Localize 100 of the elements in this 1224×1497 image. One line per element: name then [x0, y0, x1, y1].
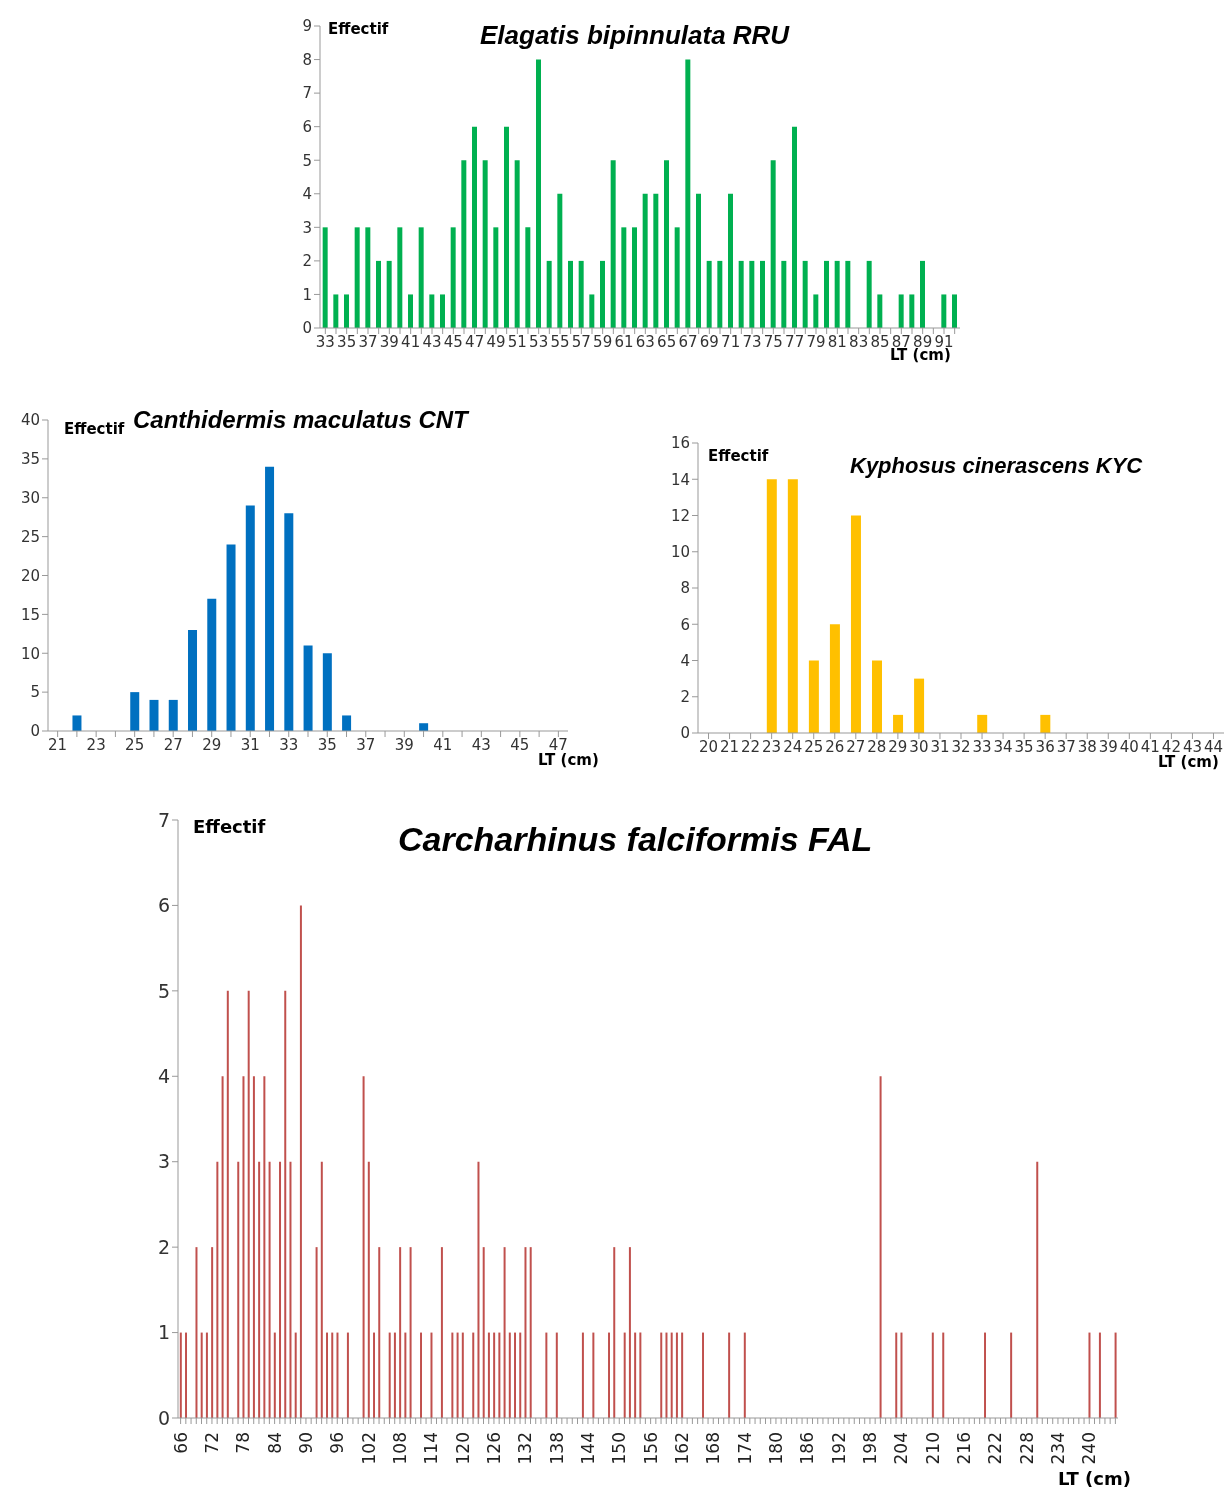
bar	[294, 1332, 297, 1418]
x-tick-label: 204	[891, 1432, 912, 1465]
y-tick-label: 0	[30, 722, 40, 741]
y-axis-title: Effectif	[328, 20, 389, 38]
y-tick-label: 6	[302, 117, 312, 136]
x-tick-label: 71	[721, 332, 741, 351]
y-tick-label: 0	[680, 724, 690, 743]
x-tick-label: 168	[703, 1432, 724, 1465]
bar	[589, 294, 595, 328]
x-tick-label: 69	[699, 332, 719, 351]
bar	[674, 227, 680, 328]
x-tick-label: 37	[356, 735, 376, 754]
x-axis-title: LT (cm)	[538, 751, 599, 769]
y-tick-label: 30	[20, 489, 40, 508]
bar	[514, 1332, 517, 1418]
bar	[743, 1332, 746, 1418]
x-tick-label: 23	[86, 735, 106, 754]
y-axis-title: Effectif	[64, 420, 125, 438]
bar	[72, 715, 82, 731]
x-tick-label: 49	[486, 332, 506, 351]
x-tick-label: 77	[785, 332, 805, 351]
bar	[289, 1161, 292, 1418]
x-tick-label: 83	[849, 332, 869, 351]
bar	[450, 227, 456, 328]
bar	[216, 1161, 219, 1418]
bar	[354, 227, 360, 328]
x-tick-label: 65	[657, 332, 677, 351]
y-tick-label: 2	[302, 252, 312, 271]
bar	[508, 1332, 511, 1418]
bar	[482, 1247, 485, 1418]
x-tick-label: 27	[163, 735, 183, 754]
x-tick-label: 39	[379, 332, 399, 351]
bar	[404, 1332, 407, 1418]
x-tick-label: 43	[1182, 737, 1202, 756]
bar	[420, 1332, 423, 1418]
bar	[342, 715, 352, 731]
bar	[168, 699, 178, 731]
bar	[386, 260, 392, 328]
x-tick-label: 41	[401, 332, 421, 351]
x-tick-label: 75	[763, 332, 783, 351]
bar	[977, 714, 988, 733]
y-tick-label: 9	[302, 17, 312, 36]
bar	[268, 1161, 271, 1418]
x-tick-label: 25	[804, 737, 824, 756]
x-tick-label: 35	[317, 735, 337, 754]
x-tick-label: 59	[593, 332, 613, 351]
x-tick-label: 33	[315, 332, 335, 351]
x-tick-label: 43	[471, 735, 491, 754]
bar	[331, 1332, 334, 1418]
bar	[498, 1332, 501, 1418]
y-tick-label: 3	[302, 218, 312, 237]
y-tick-label: 16	[670, 434, 690, 453]
bar	[749, 260, 755, 328]
x-tick-label: 51	[507, 332, 527, 351]
x-tick-label: 44	[1203, 737, 1224, 756]
bar	[536, 59, 541, 328]
bar	[702, 1332, 705, 1418]
bar	[942, 1332, 945, 1418]
bar	[461, 160, 467, 328]
bar	[284, 990, 287, 1418]
y-tick-label: 4	[302, 185, 312, 204]
bar	[408, 294, 413, 328]
bar	[545, 1332, 548, 1418]
bar	[388, 1332, 391, 1418]
x-tick-label: 102	[358, 1432, 379, 1465]
bar	[706, 260, 712, 328]
chart-title: Elagatis bipinnulata RRU	[480, 20, 790, 51]
bar	[336, 1332, 339, 1418]
bar	[1036, 1161, 1039, 1418]
y-tick-label: 3	[157, 1150, 170, 1173]
bar	[322, 227, 328, 328]
y-tick-label: 6	[680, 615, 690, 634]
bar	[376, 260, 381, 328]
bar	[665, 1332, 668, 1418]
bar	[519, 1332, 522, 1418]
x-tick-label: 66	[170, 1432, 191, 1454]
bar	[326, 1332, 329, 1418]
bar	[409, 1247, 412, 1418]
bar	[770, 160, 776, 328]
bar	[245, 505, 255, 731]
bar	[365, 227, 371, 328]
chart-title: Canthidermis maculatus CNT	[133, 406, 468, 434]
x-tick-label: 180	[765, 1432, 786, 1465]
y-tick-label: 12	[670, 506, 690, 525]
x-tick-label: 30	[909, 737, 929, 756]
bar	[252, 1076, 255, 1418]
x-tick-label: 29	[202, 735, 222, 754]
bar	[802, 260, 808, 328]
y-tick-label: 5	[302, 151, 312, 170]
y-tick-label: 14	[670, 470, 690, 489]
x-tick-label: 73	[742, 332, 762, 351]
y-tick-label: 0	[157, 1406, 170, 1429]
x-tick-label: 79	[806, 332, 826, 351]
text: Kyphosus cinerascens KYC	[850, 453, 1143, 479]
bar	[900, 1332, 903, 1418]
bar	[568, 260, 573, 328]
bar	[675, 1332, 678, 1418]
bar	[952, 294, 957, 328]
x-tick-label: 28	[867, 737, 887, 756]
bar	[211, 1247, 214, 1418]
